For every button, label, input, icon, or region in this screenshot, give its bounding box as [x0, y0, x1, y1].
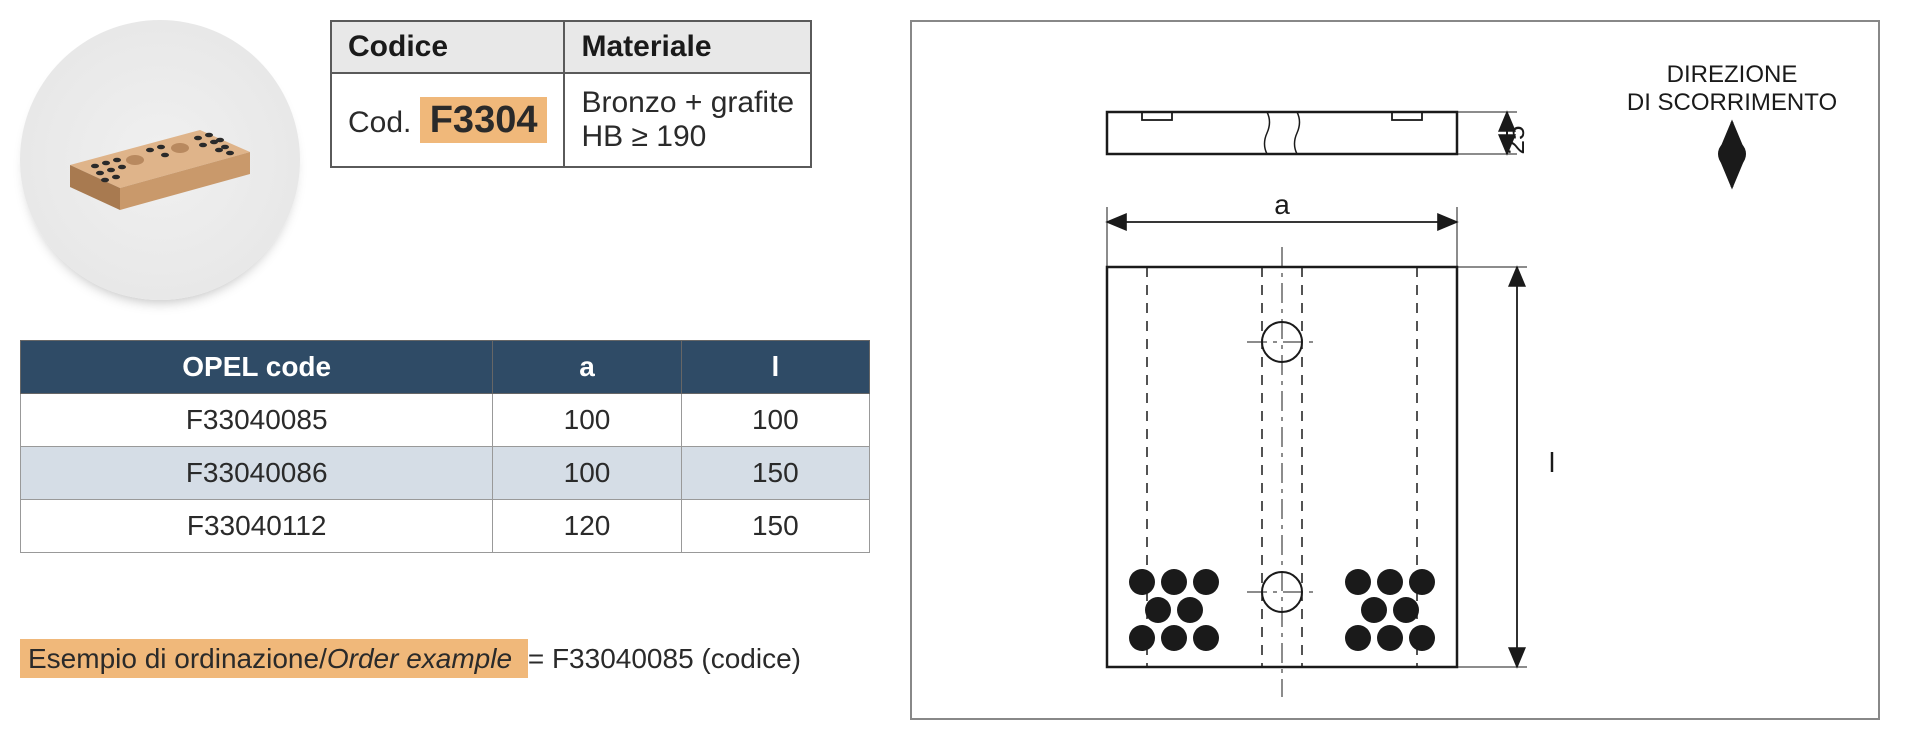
info-header-material: Materiale — [564, 21, 811, 73]
plan-view: a — [1107, 189, 1555, 697]
drawing-svg: DIREZIONE DI SCORRIMENTO — [912, 22, 1882, 722]
data-table: OPEL code a l F33040085 100 100 F3304008… — [20, 340, 870, 553]
bronze-plate-3d — [50, 90, 270, 230]
table-row: F33040112 120 150 — [21, 500, 870, 553]
order-label-en: Order example — [327, 643, 512, 674]
direction-line2: DI SCORRIMENTO — [1627, 89, 1837, 116]
code-value: F3304 — [420, 97, 548, 143]
info-code-cell: Cod. F3304 — [331, 73, 564, 167]
order-label-it: Esempio di ordinazione — [28, 643, 319, 674]
product-image-circle — [20, 20, 300, 300]
table-row: F33040086 100 150 — [21, 447, 870, 500]
info-header-code: Codice — [331, 21, 564, 73]
dim-thickness: 25 — [1500, 126, 1530, 155]
side-view: 25 — [1107, 112, 1530, 154]
table-row: F33040085 100 100 — [21, 394, 870, 447]
direction-line1: DIREZIONE — [1667, 61, 1798, 88]
technical-drawing: DIREZIONE DI SCORRIMENTO — [910, 20, 1880, 720]
data-header-1: a — [493, 341, 681, 394]
info-material-cell: Bronzo + grafite HB ≥ 190 — [564, 73, 811, 167]
material-line1: Bronzo + grafite — [581, 86, 794, 120]
material-line2: HB ≥ 190 — [581, 120, 794, 154]
data-header-2: l — [681, 341, 869, 394]
dim-l: l — [1549, 447, 1555, 478]
order-example: Esempio di ordinazione/Order example = F… — [20, 643, 870, 675]
code-prefix: Cod. — [348, 106, 411, 139]
dim-a: a — [1274, 189, 1290, 220]
order-value: F33040085 (codice) — [552, 643, 801, 674]
data-header-0: OPEL code — [21, 341, 493, 394]
info-table: Codice Materiale Cod. F3304 Bronzo + gra… — [330, 20, 812, 168]
